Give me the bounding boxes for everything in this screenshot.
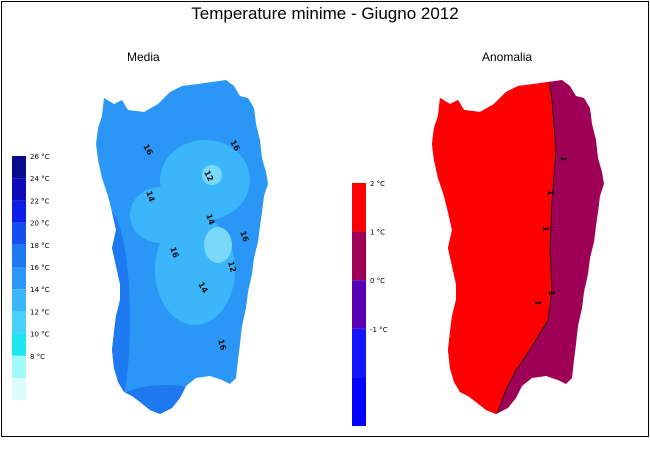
legend-anomalia-swatch [352,183,366,232]
media-warm-coast-south [115,385,215,414]
media-contour-label: 12 [202,169,215,183]
media-contour-label: 14 [144,190,156,204]
legend-media-label: 14 °C [30,286,50,294]
anomalia-contour-line [494,80,557,414]
legend-anomalia: 2 °C 1 °C 0 °C -1 °C [352,180,388,426]
legend-anomalia-swatch [352,280,366,329]
legend-anomalia-swatch [352,231,366,281]
legend-media-label: 16 °C [30,264,50,272]
media-cold-zone-gennargentu [204,227,232,263]
legend-media-label: 20 °C [30,220,50,228]
legend-media-label: 10 °C [30,331,50,339]
media-contour-label: 16 [238,230,250,244]
anomalia-panel-title: Anomalia [482,50,533,64]
legend-anomalia-label: 0 °C [370,277,385,285]
legend-media-swatch [12,244,26,267]
legend-media-swatch [12,378,26,401]
legend-media-swatch [12,333,26,356]
legend-media-label: 8 °C [30,353,45,361]
legend-media-label: 22 °C [30,197,50,205]
legend-media-label: 18 °C [30,242,50,250]
media-cold-zone-limbara [202,165,222,185]
legend-anomalia-label: -1 °C [370,326,388,334]
anomalia-contour-label: 1 [559,156,568,162]
legend-media-swatch [12,156,26,179]
media-contour-label: 12 [226,260,238,273]
media-contour-label: 14 [204,213,216,227]
media-contour-label: 16 [216,338,228,352]
map-title: Temperature minime - Giugno 2012 [191,4,459,23]
legend-media-swatch [12,178,26,201]
legend-anomalia-label: 1 °C [370,229,385,237]
anomalia-zone-plus2 [432,80,556,414]
anomalia-contour-label: 1 [541,226,550,232]
legend-anomalia-swatch [352,377,366,426]
anomalia-contour-label: 1 [546,190,555,196]
anomalia-contour-label: 1 [547,290,556,296]
legend-anomalia-swatch [352,328,366,378]
legend-media-swatch [12,311,26,334]
legend-media-swatch [12,289,26,312]
legend-media-label: 12 °C [30,308,50,316]
legend-media-swatch [12,222,26,245]
media-cool-zone-west [130,187,190,243]
legend-anomalia-label: 2 °C [370,180,385,188]
legend-media-label: 24 °C [30,175,50,183]
legend-media: 26 °C 24 °C 22 °C 20 °C 18 °C 16 °C 14 °C 12 °C… [12,153,50,401]
media-contour-label: 16 [168,246,180,260]
legend-media-label: 26 °C [30,153,50,161]
media-panel-title: Media [127,50,160,64]
legend-media-swatch [12,200,26,223]
anomalia-contour-label: 1 [533,300,542,306]
legend-media-swatch [12,267,26,290]
legend-media-swatch [12,355,26,378]
media-warm-coast-west [96,210,130,414]
